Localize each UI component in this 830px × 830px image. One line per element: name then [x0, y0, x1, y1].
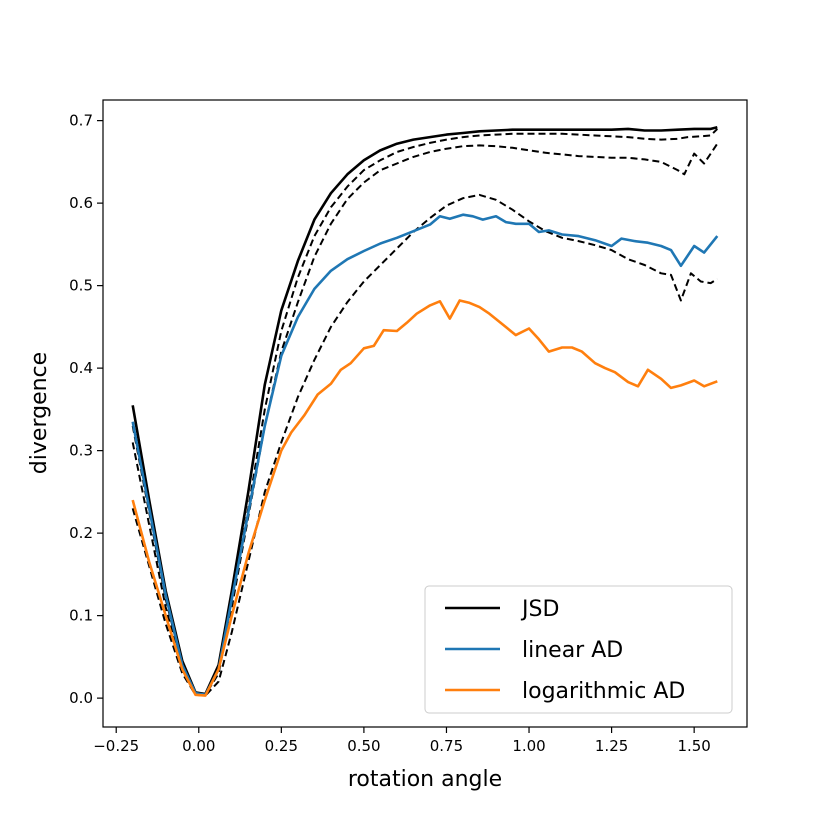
x-tick-label: −0.25: [93, 737, 139, 755]
x-tick-label: 0.25: [265, 737, 298, 755]
x-tick-label: 0.50: [347, 737, 380, 755]
series-layer: [131, 125, 719, 697]
x-axis: −0.25 0.00 0.25 0.50 0.75 1.00 1.25 1.50: [93, 727, 711, 755]
y-tick-label: 0.6: [69, 194, 93, 212]
series-line-linear-ad: [131, 213, 719, 697]
legend: JSD linear AD logarithmic AD: [424, 585, 733, 714]
x-tick-label: 0.75: [430, 737, 463, 755]
x-tick-label: 1.00: [512, 737, 545, 755]
legend-label-logarithmic-ad: logarithmic AD: [522, 679, 685, 704]
y-tick-label: 0.3: [69, 442, 93, 460]
x-axis-label: rotation angle: [348, 767, 502, 792]
y-axis-label: divergence: [27, 352, 52, 474]
x-tick-label: 0.00: [182, 737, 215, 755]
series-line-jsd-bound-2: [131, 143, 719, 696]
y-axis: 0.0 0.1 0.2 0.3 0.4 0.5 0.6 0.7: [69, 112, 103, 707]
legend-label-jsd: JSD: [520, 597, 559, 622]
x-tick-label: 1.50: [677, 737, 710, 755]
y-tick-label: 0.5: [69, 277, 93, 295]
legend-box: [424, 585, 733, 714]
y-tick-label: 0.4: [69, 359, 93, 377]
legend-label-linear-ad: linear AD: [522, 638, 623, 663]
y-tick-label: 0.0: [69, 689, 93, 707]
plot-frame: [102, 99, 748, 728]
y-tick-label: 0.2: [69, 524, 93, 542]
series-line-jsd-bound-1: [131, 128, 719, 696]
y-tick-label: 0.1: [69, 607, 93, 625]
x-tick-label: 1.25: [595, 737, 628, 755]
y-tick-label: 0.7: [69, 112, 93, 130]
series-line-jsd-bound-3: [131, 193, 718, 697]
series-line-logarithmic-ad: [131, 299, 718, 697]
